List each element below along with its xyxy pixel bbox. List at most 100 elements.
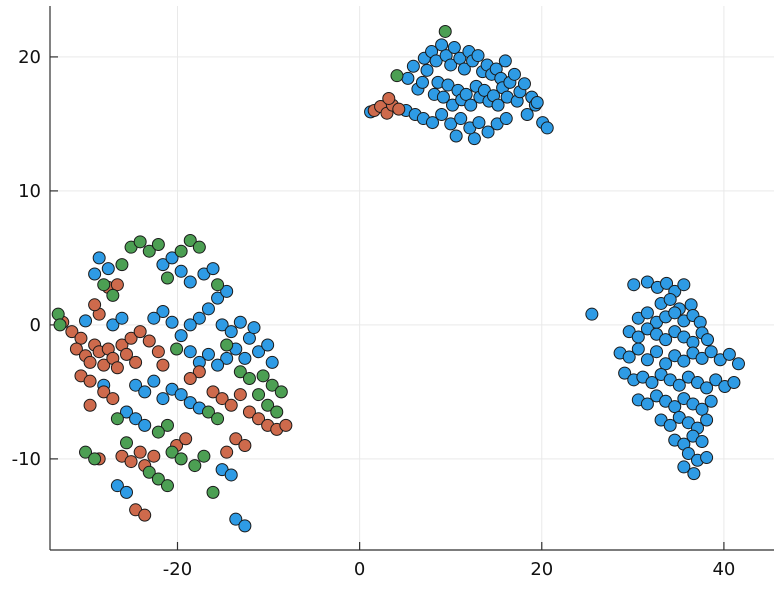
data-point-blue [238,519,252,533]
data-point-orange [215,392,229,406]
data-point-blue [165,251,179,265]
data-point-green [53,318,67,332]
data-point-orange [106,392,120,406]
data-point-blue [650,345,664,359]
data-point-green [160,479,174,493]
data-point-blue [471,49,485,63]
data-point-blue [499,112,513,126]
data-point-green [188,459,202,473]
data-point-blue [252,345,266,359]
data-point-blue [220,284,234,298]
data-point-blue [147,374,161,388]
data-point-orange [206,385,220,399]
data-point-blue [663,418,677,432]
data-point-blue [420,63,434,77]
data-point-blue [444,58,458,72]
data-point-blue [115,311,129,325]
data-point-blue [138,418,152,432]
data-point-blue [406,59,420,73]
data-point-blue [727,376,741,390]
y-tick-label: -10 [12,449,41,470]
data-point-green [151,425,165,439]
data-point-blue [165,315,179,329]
data-point-blue [224,468,238,482]
data-point-blue [183,275,197,289]
data-point-orange [133,445,147,459]
data-point-blue [92,251,106,265]
data-point-blue [704,394,718,408]
data-point-blue [704,345,718,359]
x-tick-label: 0 [354,559,365,580]
data-point-blue [129,378,143,392]
data-point-blue [659,333,673,347]
data-point-blue [701,333,715,347]
data-point-blue [211,291,225,305]
data-point-orange [151,345,165,359]
data-point-blue [174,264,188,278]
data-point-orange [124,455,138,469]
data-point-green [88,452,102,466]
data-point-orange [110,361,124,375]
data-point-blue [233,315,247,329]
data-point-blue [138,385,152,399]
data-point-green [151,238,165,252]
data-point-blue [215,318,229,332]
data-point-orange [129,355,143,369]
data-point-blue [457,62,471,76]
data-point-green [233,365,247,379]
data-point-blue [265,355,279,369]
data-point-blue [660,276,674,290]
data-point-blue [618,366,632,380]
data-point-blue [459,87,473,101]
data-point-blue [247,321,261,335]
data-point-blue [156,258,170,272]
data-point-green [79,445,93,459]
data-point-blue [211,358,225,372]
data-point-blue [640,353,654,367]
data-point-blue [174,388,188,402]
data-point-blue [722,347,736,361]
data-point-green [390,69,404,83]
data-point-blue [517,77,531,91]
data-point-blue [183,345,197,359]
data-point-blue [693,315,707,329]
data-point-orange [97,358,111,372]
data-point-blue [174,329,188,343]
data-point-blue [520,108,534,122]
data-point-blue [645,376,659,390]
data-point-blue [491,98,505,112]
data-point-orange [69,342,83,356]
data-point-blue [677,354,691,368]
data-point-blue [449,129,463,143]
data-point-orange [192,365,206,379]
data-point-green [165,445,179,459]
data-point-orange [83,398,97,412]
data-point-blue [700,381,714,395]
data-point-orange [220,445,234,459]
data-point-blue [261,338,275,352]
data-point-blue [640,275,654,289]
data-point-orange [147,449,161,463]
data-point-blue [640,306,654,320]
data-point-blue [106,318,120,332]
data-point-blue [709,373,723,387]
data-point-blue [206,262,220,276]
data-point-blue [147,311,161,325]
data-point-orange [392,102,406,116]
data-point-blue [201,302,215,316]
data-point-orange [74,331,88,345]
x-tick-label: 40 [712,559,735,580]
data-point-green [170,342,184,356]
data-point-blue [498,54,512,68]
data-point-blue [454,112,468,126]
data-point-blue [119,485,133,499]
data-point-blue [436,90,450,104]
data-point-blue [435,38,449,52]
data-point-green [142,244,156,258]
data-point-orange [382,91,396,105]
data-point-orange [179,432,193,446]
data-point-green [183,233,197,247]
data-point-blue [229,512,243,526]
data-point-orange [97,385,111,399]
data-point-blue [441,78,455,92]
